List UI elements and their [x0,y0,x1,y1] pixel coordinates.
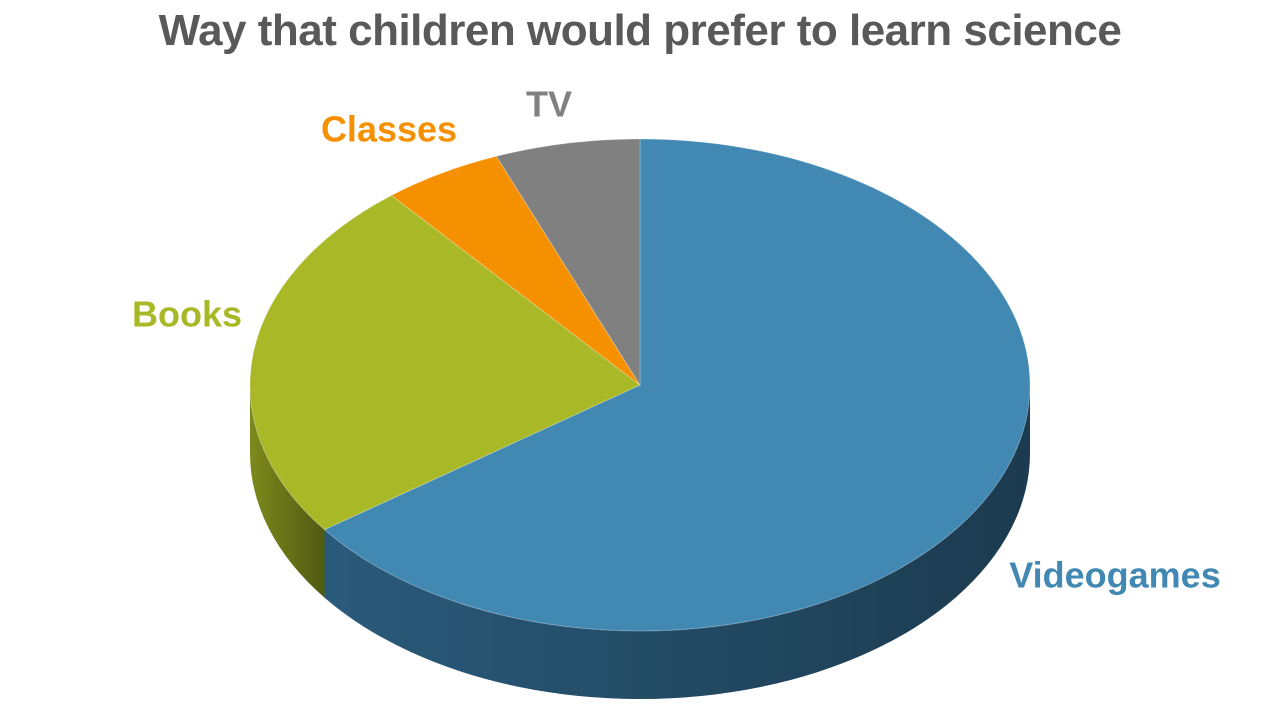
pie-side-shade-books [250,385,325,598]
pie-slice-classes [390,155,641,386]
slice-label-tv: TV [526,84,572,125]
pie-labels: Videogames Books Classes TV [132,84,1221,596]
pie-sides [250,385,1030,699]
pie-slice-tv [495,138,641,387]
slice-label-books: Books [132,294,242,335]
pie-slice-videogames [323,138,1031,632]
pie-tops [249,138,1031,632]
pie-side-shade-videogames [324,385,1030,699]
pie-slice-books [249,194,641,531]
slice-label-classes: Classes [321,109,457,150]
chart-title: Way that children would prefer to learn … [158,6,1122,55]
slice-label-videogames: Videogames [1009,555,1220,596]
